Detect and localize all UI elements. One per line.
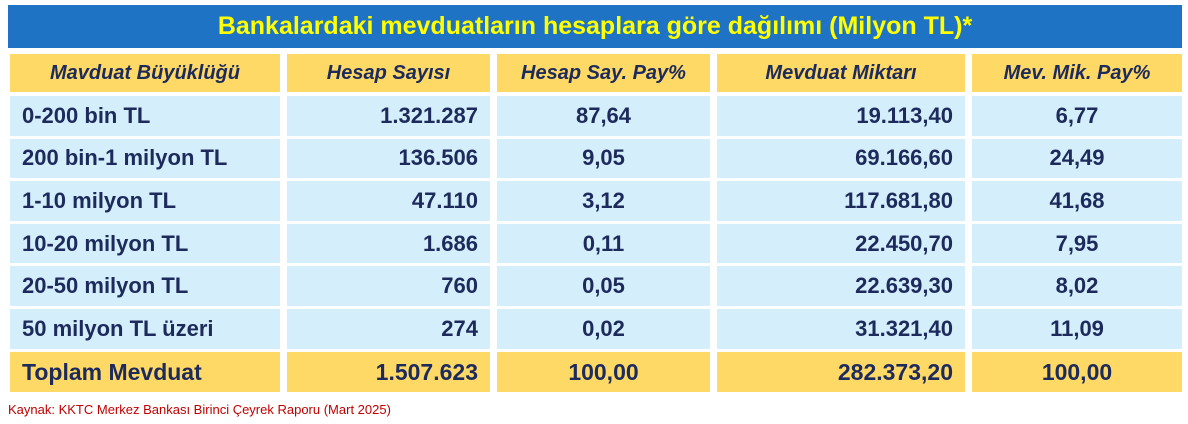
header-cell: Mev. Mik. Pay% (972, 54, 1182, 92)
table-cell: 0,05 (497, 266, 710, 306)
total-cell: 100,00 (497, 352, 710, 392)
source-note: Kaynak: KKTC Merkez Bankası Birinci Çeyr… (8, 402, 391, 417)
table-cell: 0-200 bin TL (10, 96, 280, 136)
table-cell: 69.166,60 (717, 138, 965, 179)
table-cell: 274 (287, 309, 490, 349)
table-cell: 19.113,40 (717, 96, 965, 136)
table-cell: 1.321.287 (287, 96, 490, 136)
header-cell: Mavduat Büyüklüğü (10, 54, 280, 92)
table-cell: 22.450,70 (717, 223, 965, 264)
table-cell: 0,02 (497, 309, 710, 349)
total-cell: Toplam Mevduat (10, 352, 280, 392)
table-cell: 87,64 (497, 96, 710, 136)
header-cell: Hesap Say. Pay% (497, 54, 710, 92)
total-cell: 100,00 (972, 352, 1182, 392)
total-cell: 282.373,20 (717, 352, 965, 392)
table-cell: 1-10 milyon TL (10, 181, 280, 221)
table-cell: 0,11 (497, 223, 710, 264)
table-cell: 24,49 (972, 138, 1182, 179)
table-cell: 117.681,80 (717, 181, 965, 221)
table-cell: 760 (287, 266, 490, 306)
table-cell: 136.506 (287, 138, 490, 179)
table-cell: 22.639,30 (717, 266, 965, 306)
table-cell: 9,05 (497, 138, 710, 179)
table-cell: 6,77 (972, 96, 1182, 136)
table-cell: 8,02 (972, 266, 1182, 306)
table-cell: 200 bin-1 milyon TL (10, 138, 280, 179)
table-cell: 20-50 milyon TL (10, 266, 280, 306)
table-cell: 1.686 (287, 223, 490, 264)
table-cell: 7,95 (972, 223, 1182, 264)
table-cell: 50 milyon TL üzeri (10, 309, 280, 349)
table-cell: 31.321,40 (717, 309, 965, 349)
table-cell: 3,12 (497, 181, 710, 221)
table-cell: 10-20 milyon TL (10, 223, 280, 264)
total-cell: 1.507.623 (287, 352, 490, 392)
header-cell: Hesap Sayısı (287, 54, 490, 92)
table-cell: 47.110 (287, 181, 490, 221)
table-cell: 11,09 (972, 309, 1182, 349)
table-cell: 41,68 (972, 181, 1182, 221)
table-title: Bankalardaki mevduatların hesaplara göre… (8, 5, 1182, 48)
header-cell: Mevduat Miktarı (717, 54, 965, 92)
